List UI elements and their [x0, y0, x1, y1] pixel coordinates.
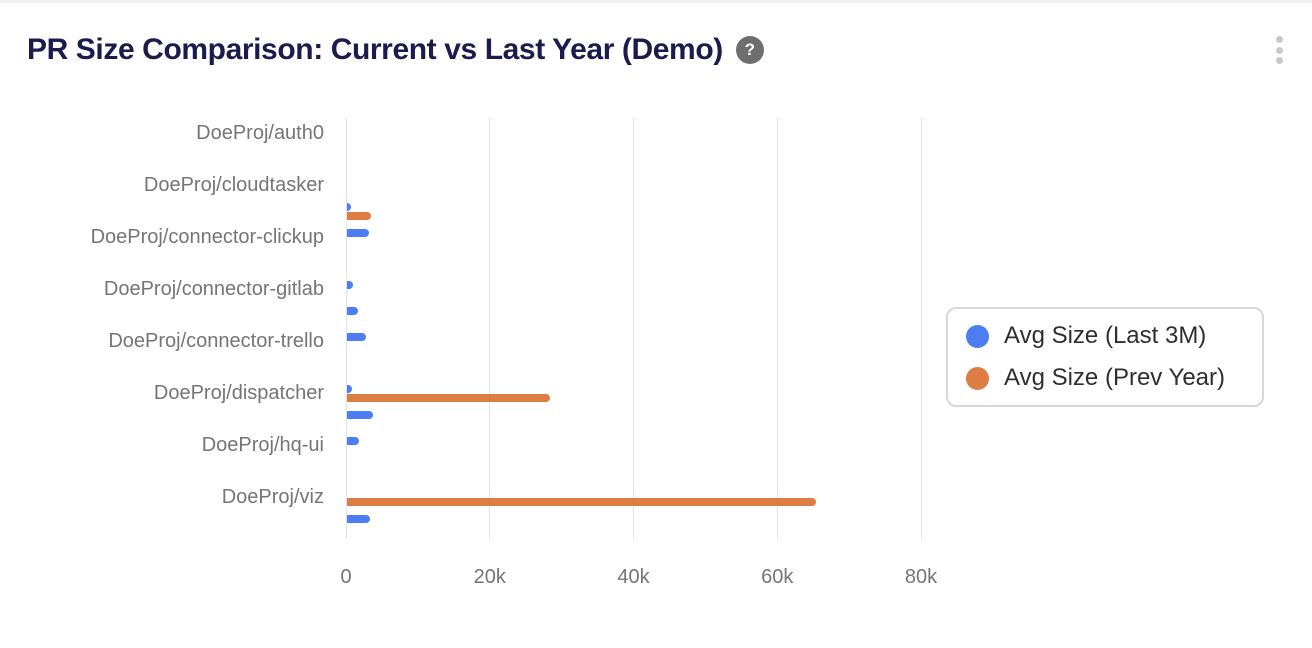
kebab-dot: [1275, 57, 1283, 64]
legend-label: Avg Size (Last 3M): [1004, 322, 1207, 349]
bar-avg-size-last-3m[interactable]: [347, 384, 353, 393]
kebab-dot: [1275, 36, 1283, 43]
x-tick-label: 20k: [473, 566, 506, 588]
gridline: [489, 118, 491, 539]
chart-title: PR Size Comparison: Current vs Last Year…: [27, 33, 723, 66]
legend: Avg Size (Last 3M) Avg Size (Prev Year): [946, 307, 1264, 407]
bar-avg-size-last-3m[interactable]: [347, 228, 369, 237]
help-icon[interactable]: ?: [735, 36, 764, 64]
gridline: [920, 118, 922, 539]
bar-avg-size-last-3m[interactable]: [347, 202, 352, 211]
category-label: DoeProj/auth0: [196, 122, 324, 144]
chart-header: PR Size Comparison: Current vs Last Year…: [27, 30, 764, 70]
bar-avg-size-prev-year[interactable]: [347, 211, 371, 220]
category-label: DoeProj/connector-clickup: [90, 226, 324, 248]
legend-item-last-3m[interactable]: Avg Size (Last 3M): [966, 321, 1262, 351]
legend-swatch-blue-icon: [966, 324, 989, 348]
category-label: DoeProj/connector-gitlab: [103, 278, 324, 300]
gridline: [633, 118, 634, 539]
category-label: DoeProj/dispatcher: [153, 382, 324, 404]
category-label: DoeProj/cloudtasker: [143, 174, 324, 196]
bar-avg-size-last-3m[interactable]: [347, 436, 360, 445]
category-label: DoeProj/viz: [221, 486, 324, 508]
card-top-divider: [0, 0, 1312, 3]
bar-avg-size-last-3m[interactable]: [347, 514, 371, 523]
legend-item-prev-year[interactable]: Avg Size (Prev Year): [966, 363, 1262, 393]
x-tick-label: 60k: [761, 566, 794, 588]
bar-avg-size-last-3m[interactable]: [347, 306, 358, 315]
bar-avg-size-prev-year[interactable]: [347, 497, 817, 506]
x-tick-label: 0: [340, 566, 352, 588]
bar-avg-size-prev-year[interactable]: [347, 393, 550, 402]
category-label: DoeProj/connector-trello: [108, 330, 324, 352]
bar-avg-size-last-3m[interactable]: [347, 332, 367, 341]
kebab-dot: [1275, 46, 1283, 54]
bar-avg-size-last-3m[interactable]: [347, 410, 373, 419]
bar-avg-size-last-3m[interactable]: [347, 280, 354, 289]
gridline: [776, 118, 778, 539]
x-tick-label: 40k: [617, 566, 650, 588]
x-tick-label: 80k: [904, 566, 938, 588]
legend-swatch-orange-icon: [966, 366, 989, 390]
more-options-button[interactable]: [1272, 36, 1286, 64]
category-label: DoeProj/hq-ui: [201, 434, 324, 456]
legend-label: Avg Size (Prev Year): [1004, 364, 1226, 391]
gridline: [345, 118, 347, 539]
